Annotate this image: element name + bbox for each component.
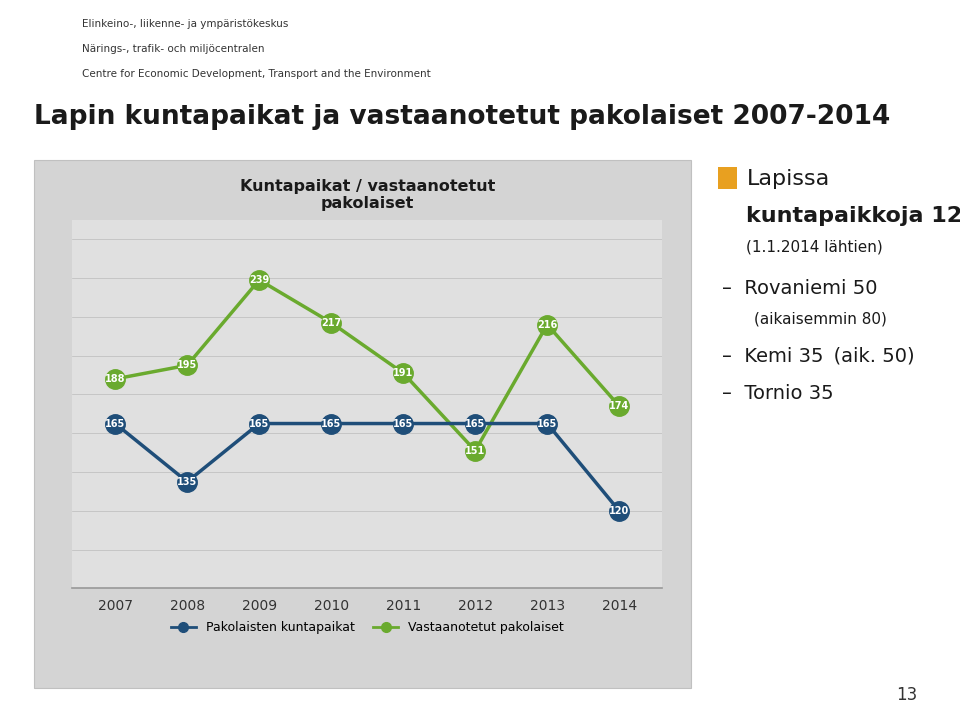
Text: Lapissa: Lapissa (747, 169, 829, 189)
Text: –  Kemi 35  (aik. 50): – Kemi 35 (aik. 50) (722, 347, 915, 366)
Text: 216: 216 (537, 320, 558, 330)
Text: 135: 135 (177, 476, 198, 487)
Text: –  Rovaniemi 50: – Rovaniemi 50 (722, 279, 877, 298)
Text: (aikaisemmin 80): (aikaisemmin 80) (754, 312, 886, 327)
Text: 151: 151 (465, 446, 486, 456)
Legend: Pakolaisten kuntapaikat, Vastaanotetut pakolaiset: Pakolaisten kuntapaikat, Vastaanotetut p… (165, 616, 569, 639)
Text: 239: 239 (249, 275, 270, 285)
Text: Elinkeino-, liikenne- ja ympäristökeskus: Elinkeino-, liikenne- ja ympäristökeskus (82, 19, 288, 30)
Text: 13: 13 (897, 686, 918, 704)
Text: Centre for Economic Development, Transport and the Environment: Centre for Economic Development, Transpo… (82, 69, 430, 79)
Text: kuntapaikkoja 120: kuntapaikkoja 120 (747, 206, 960, 226)
Text: Närings-, trafik- och miljöcentralen: Närings-, trafik- och miljöcentralen (82, 44, 264, 55)
Bar (718, 167, 737, 189)
Text: 165: 165 (105, 418, 126, 428)
Text: 174: 174 (609, 401, 630, 411)
Text: 165: 165 (393, 418, 414, 428)
Text: 195: 195 (177, 360, 198, 370)
Text: 165: 165 (465, 418, 486, 428)
Text: 165: 165 (537, 418, 558, 428)
Text: 191: 191 (393, 368, 414, 378)
Text: –  Tornio 35: – Tornio 35 (722, 384, 834, 403)
Text: 120: 120 (609, 506, 630, 516)
Text: Kuntapaikat / vastaanotetut
pakolaiset: Kuntapaikat / vastaanotetut pakolaiset (239, 179, 495, 211)
Text: (1.1.2014 lähtien): (1.1.2014 lähtien) (747, 240, 883, 255)
Text: 165: 165 (249, 418, 270, 428)
Text: 188: 188 (105, 374, 126, 384)
Text: Lapin kuntapaikat ja vastaanotetut pakolaiset 2007-2014: Lapin kuntapaikat ja vastaanotetut pakol… (34, 104, 890, 130)
Text: 165: 165 (321, 418, 342, 428)
Text: 217: 217 (321, 318, 342, 328)
